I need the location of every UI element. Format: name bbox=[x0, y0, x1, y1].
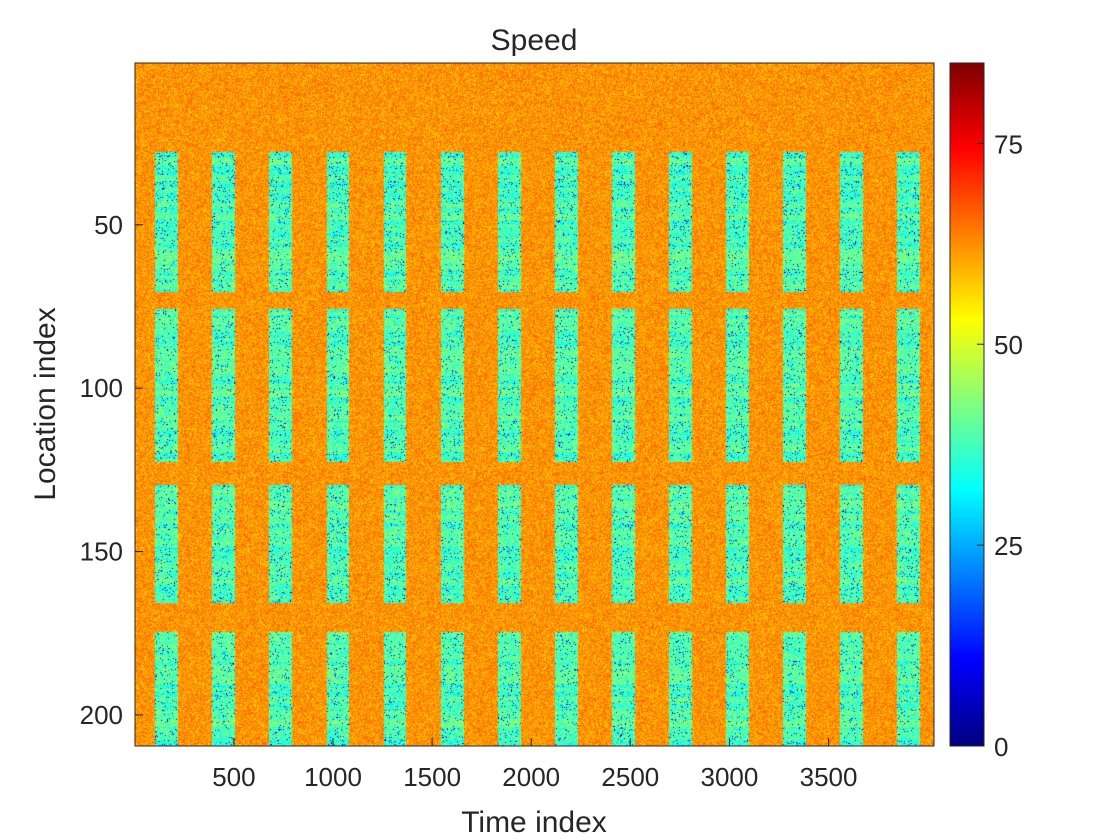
y-tick-label: 200 bbox=[80, 700, 123, 730]
x-tick-label: 2000 bbox=[502, 762, 560, 792]
x-tick-label: 1500 bbox=[403, 762, 461, 792]
chart-title: Speed bbox=[491, 24, 578, 57]
heatmap-image bbox=[135, 63, 934, 746]
x-tick-label: 3000 bbox=[701, 762, 759, 792]
x-tick-label: 1000 bbox=[304, 762, 362, 792]
x-tick-label: 3500 bbox=[800, 762, 858, 792]
y-tick-label: 100 bbox=[80, 373, 123, 403]
colorbar-tick-label: 75 bbox=[994, 129, 1023, 159]
x-axis-ticks: 500 1000 1500 2000 2500 3000 3500 bbox=[212, 738, 857, 792]
colorbar-tick-label: 50 bbox=[994, 330, 1023, 360]
colorbar-tick-label: 0 bbox=[994, 732, 1008, 762]
colorbar-ticks: 0 25 50 75 bbox=[977, 129, 1023, 762]
y-axis-label: Location index bbox=[29, 307, 62, 500]
x-tick-label: 500 bbox=[212, 762, 255, 792]
y-axis-ticks: 50 100 150 200 bbox=[80, 210, 143, 730]
plot-frame bbox=[134, 62, 935, 747]
colorbar-image bbox=[950, 63, 984, 746]
x-axis-label: Time index bbox=[461, 806, 607, 839]
colorbar-tick-label: 25 bbox=[994, 531, 1023, 561]
y-tick-label: 150 bbox=[80, 537, 123, 567]
colorbar-frame bbox=[949, 62, 985, 747]
x-tick-label: 2500 bbox=[601, 762, 659, 792]
y-tick-label: 50 bbox=[94, 210, 123, 240]
